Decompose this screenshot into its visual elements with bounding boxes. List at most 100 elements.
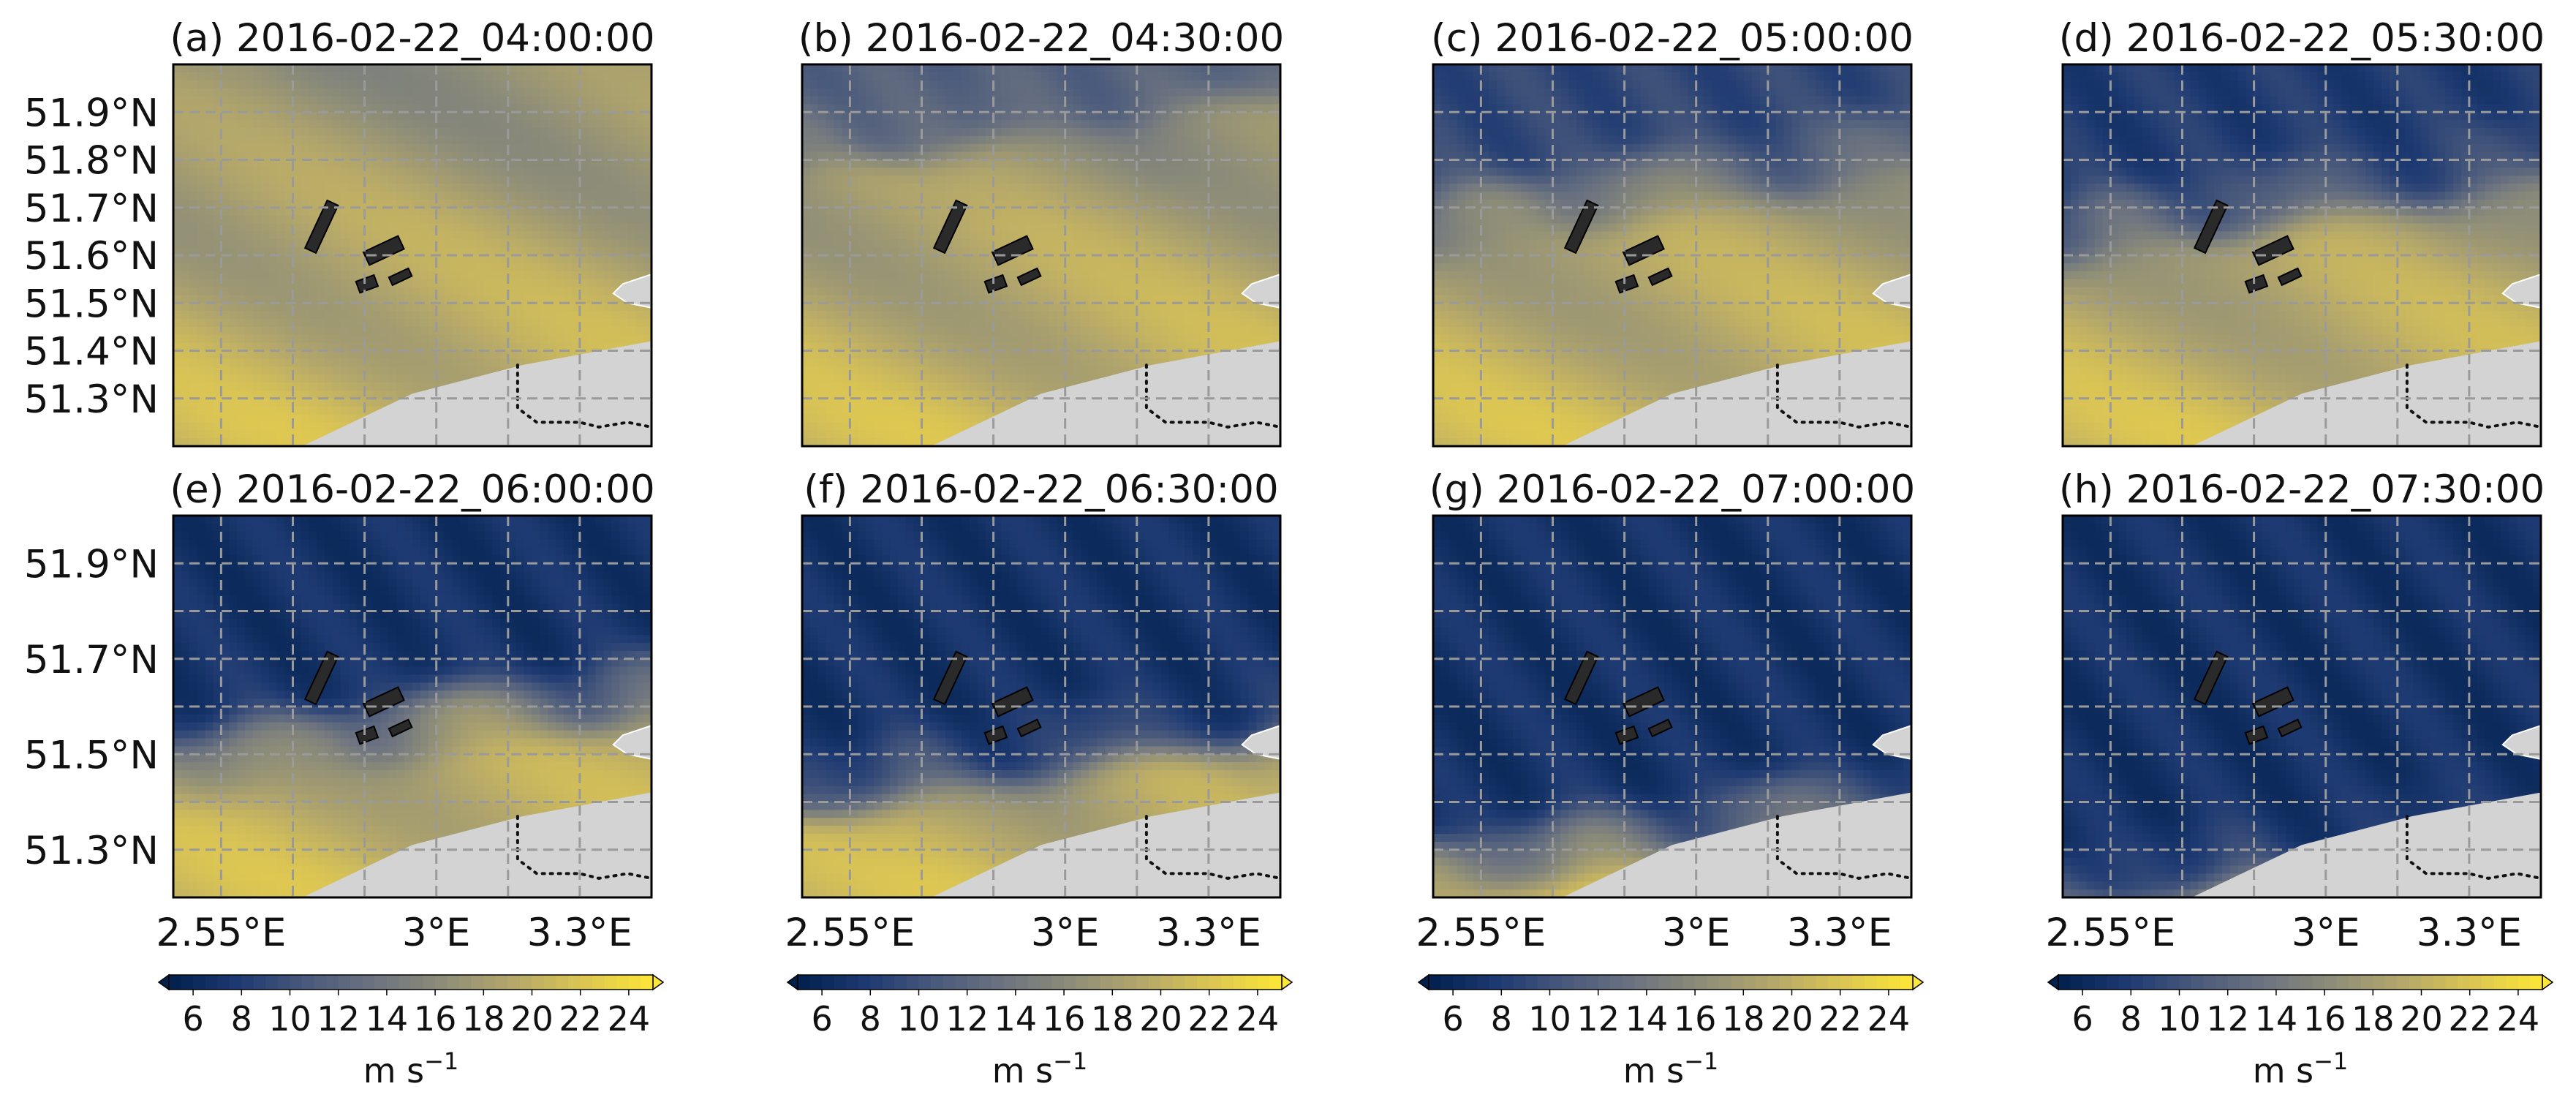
speed-cell <box>913 104 923 113</box>
speed-cell <box>492 342 501 352</box>
speed-cell <box>1017 334 1026 344</box>
speed-cell <box>850 326 858 336</box>
speed-cell <box>929 390 938 399</box>
speed-cell <box>564 279 573 288</box>
speed-cell <box>260 207 270 216</box>
speed-cell <box>1041 128 1050 137</box>
speed-cell <box>213 184 222 192</box>
speed-cell <box>340 80 350 89</box>
speed-cell <box>850 430 858 439</box>
speed-cell <box>1081 215 1089 225</box>
speed-cell <box>587 192 597 200</box>
speed-cell <box>1065 207 1074 216</box>
speed-cell <box>874 430 883 439</box>
speed-cell <box>301 406 309 415</box>
speed-cell <box>268 358 278 367</box>
speed-cell <box>340 215 350 225</box>
speed-cell <box>268 72 278 81</box>
speed-cell <box>1001 374 1010 383</box>
speed-cell <box>229 342 238 352</box>
speed-cell <box>260 143 270 153</box>
speed-cell <box>404 176 413 184</box>
speed-cell <box>499 167 509 176</box>
speed-cell <box>897 80 907 89</box>
speed-cell <box>874 366 883 375</box>
speed-cell <box>484 88 493 97</box>
speed-cell <box>396 303 405 312</box>
speed-cell <box>452 319 461 328</box>
speed-cell <box>1033 239 1042 248</box>
speed-cell <box>356 176 366 184</box>
speed-cell <box>468 239 477 248</box>
speed-cell <box>603 159 613 168</box>
speed-cell <box>874 374 883 383</box>
speed-cell <box>404 303 413 312</box>
speed-cell <box>595 231 605 240</box>
speed-cell <box>484 143 493 153</box>
speed-cell <box>1049 128 1058 137</box>
speed-cell <box>809 326 819 336</box>
speed-cell <box>181 167 190 176</box>
speed-cell <box>834 167 843 176</box>
speed-cell <box>524 279 533 288</box>
speed-cell <box>913 430 923 439</box>
speed-cell <box>945 303 954 312</box>
speed-cell <box>197 207 206 216</box>
speed-cell <box>619 334 628 344</box>
speed-cell <box>173 326 182 336</box>
speed-cell <box>468 159 477 168</box>
speed-cell <box>325 358 333 367</box>
speed-cell <box>1033 215 1042 225</box>
speed-cell <box>348 112 358 121</box>
speed-cell <box>325 319 333 328</box>
speed-cell <box>643 64 651 73</box>
speed-cell <box>428 104 437 113</box>
speed-cell <box>540 255 548 264</box>
speed-cell <box>524 358 533 367</box>
speed-cell <box>587 104 597 113</box>
speed-cell <box>340 104 350 113</box>
speed-cell <box>1009 390 1018 399</box>
speed-cell <box>603 239 613 248</box>
speed-cell <box>1049 88 1058 97</box>
speed-cell <box>913 319 923 328</box>
speed-cell <box>842 414 850 423</box>
speed-cell <box>268 383 278 391</box>
speed-cell <box>619 326 628 336</box>
speed-cell <box>1009 72 1018 81</box>
speed-cell <box>348 64 358 73</box>
speed-cell <box>460 342 469 352</box>
speed-cell <box>284 159 294 168</box>
speed-cell <box>221 64 230 73</box>
speed-cell <box>587 334 597 344</box>
speed-cell <box>372 390 381 399</box>
speed-cell <box>1121 295 1130 304</box>
speed-cell <box>579 239 589 248</box>
speed-cell <box>579 176 589 184</box>
speed-cell <box>866 151 875 161</box>
speed-cell <box>802 398 811 407</box>
speed-cell <box>229 271 238 280</box>
speed-cell <box>524 311 533 320</box>
speed-cell <box>292 430 301 439</box>
speed-cell <box>802 184 811 192</box>
speed-cell <box>524 192 533 200</box>
speed-cell <box>499 326 509 336</box>
speed-cell <box>937 104 946 113</box>
speed-cell <box>1017 151 1026 161</box>
speed-cell <box>452 239 461 248</box>
speed-cell <box>476 311 485 320</box>
speed-cell <box>889 135 899 145</box>
speed-cell <box>245 422 254 431</box>
speed-cell <box>1049 143 1058 153</box>
speed-cell <box>452 215 461 225</box>
speed-cell <box>1105 128 1114 137</box>
speed-cell <box>507 128 517 137</box>
speed-cell <box>325 80 333 89</box>
speed-cell <box>603 247 613 256</box>
speed-cell <box>897 319 907 328</box>
speed-cell <box>221 342 230 352</box>
speed-cell <box>627 184 636 192</box>
speed-cell <box>1089 271 1098 280</box>
speed-cell <box>484 239 493 248</box>
